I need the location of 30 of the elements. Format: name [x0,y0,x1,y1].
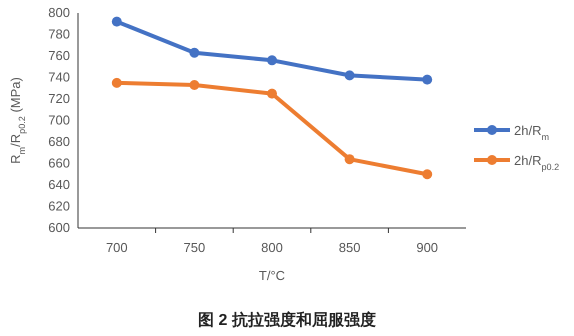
y-tick-label: 700 [48,112,70,128]
y-tick-label: 740 [48,70,70,84]
y-tick-label: 660 [48,156,70,170]
x-axis-title: T/°C [258,268,286,283]
y-tick-label: 800 [48,5,70,20]
y-tick-label: 680 [48,134,70,149]
point [267,88,277,99]
x-tick-label: 900 [416,240,438,255]
x-tick-label: 800 [261,240,283,255]
legend-label: 2h/R$_{p0.2}$ [514,153,560,172]
y-tick-label: 760 [48,48,70,63]
y-tick-label: 780 [48,26,70,42]
point [344,154,355,164]
legend-label: 2h/R$_{m}$ [514,123,550,142]
point [189,80,200,90]
point [422,169,432,180]
point [112,78,122,88]
y-tick-label: 640 [48,177,70,192]
point [267,55,277,66]
x-tick-label: 750 [184,240,206,255]
text: 图 2 抗拉强度和屈服强度 [198,310,376,329]
point [189,48,200,58]
y-tick-label: 620 [48,198,70,214]
y-tick-label: 720 [48,91,70,106]
point [344,70,355,80]
point [112,16,122,27]
x-tick-label: 850 [338,240,360,255]
x-tick-label: 700 [106,240,128,255]
y-tick-label: 600 [48,220,70,235]
point [422,74,432,85]
